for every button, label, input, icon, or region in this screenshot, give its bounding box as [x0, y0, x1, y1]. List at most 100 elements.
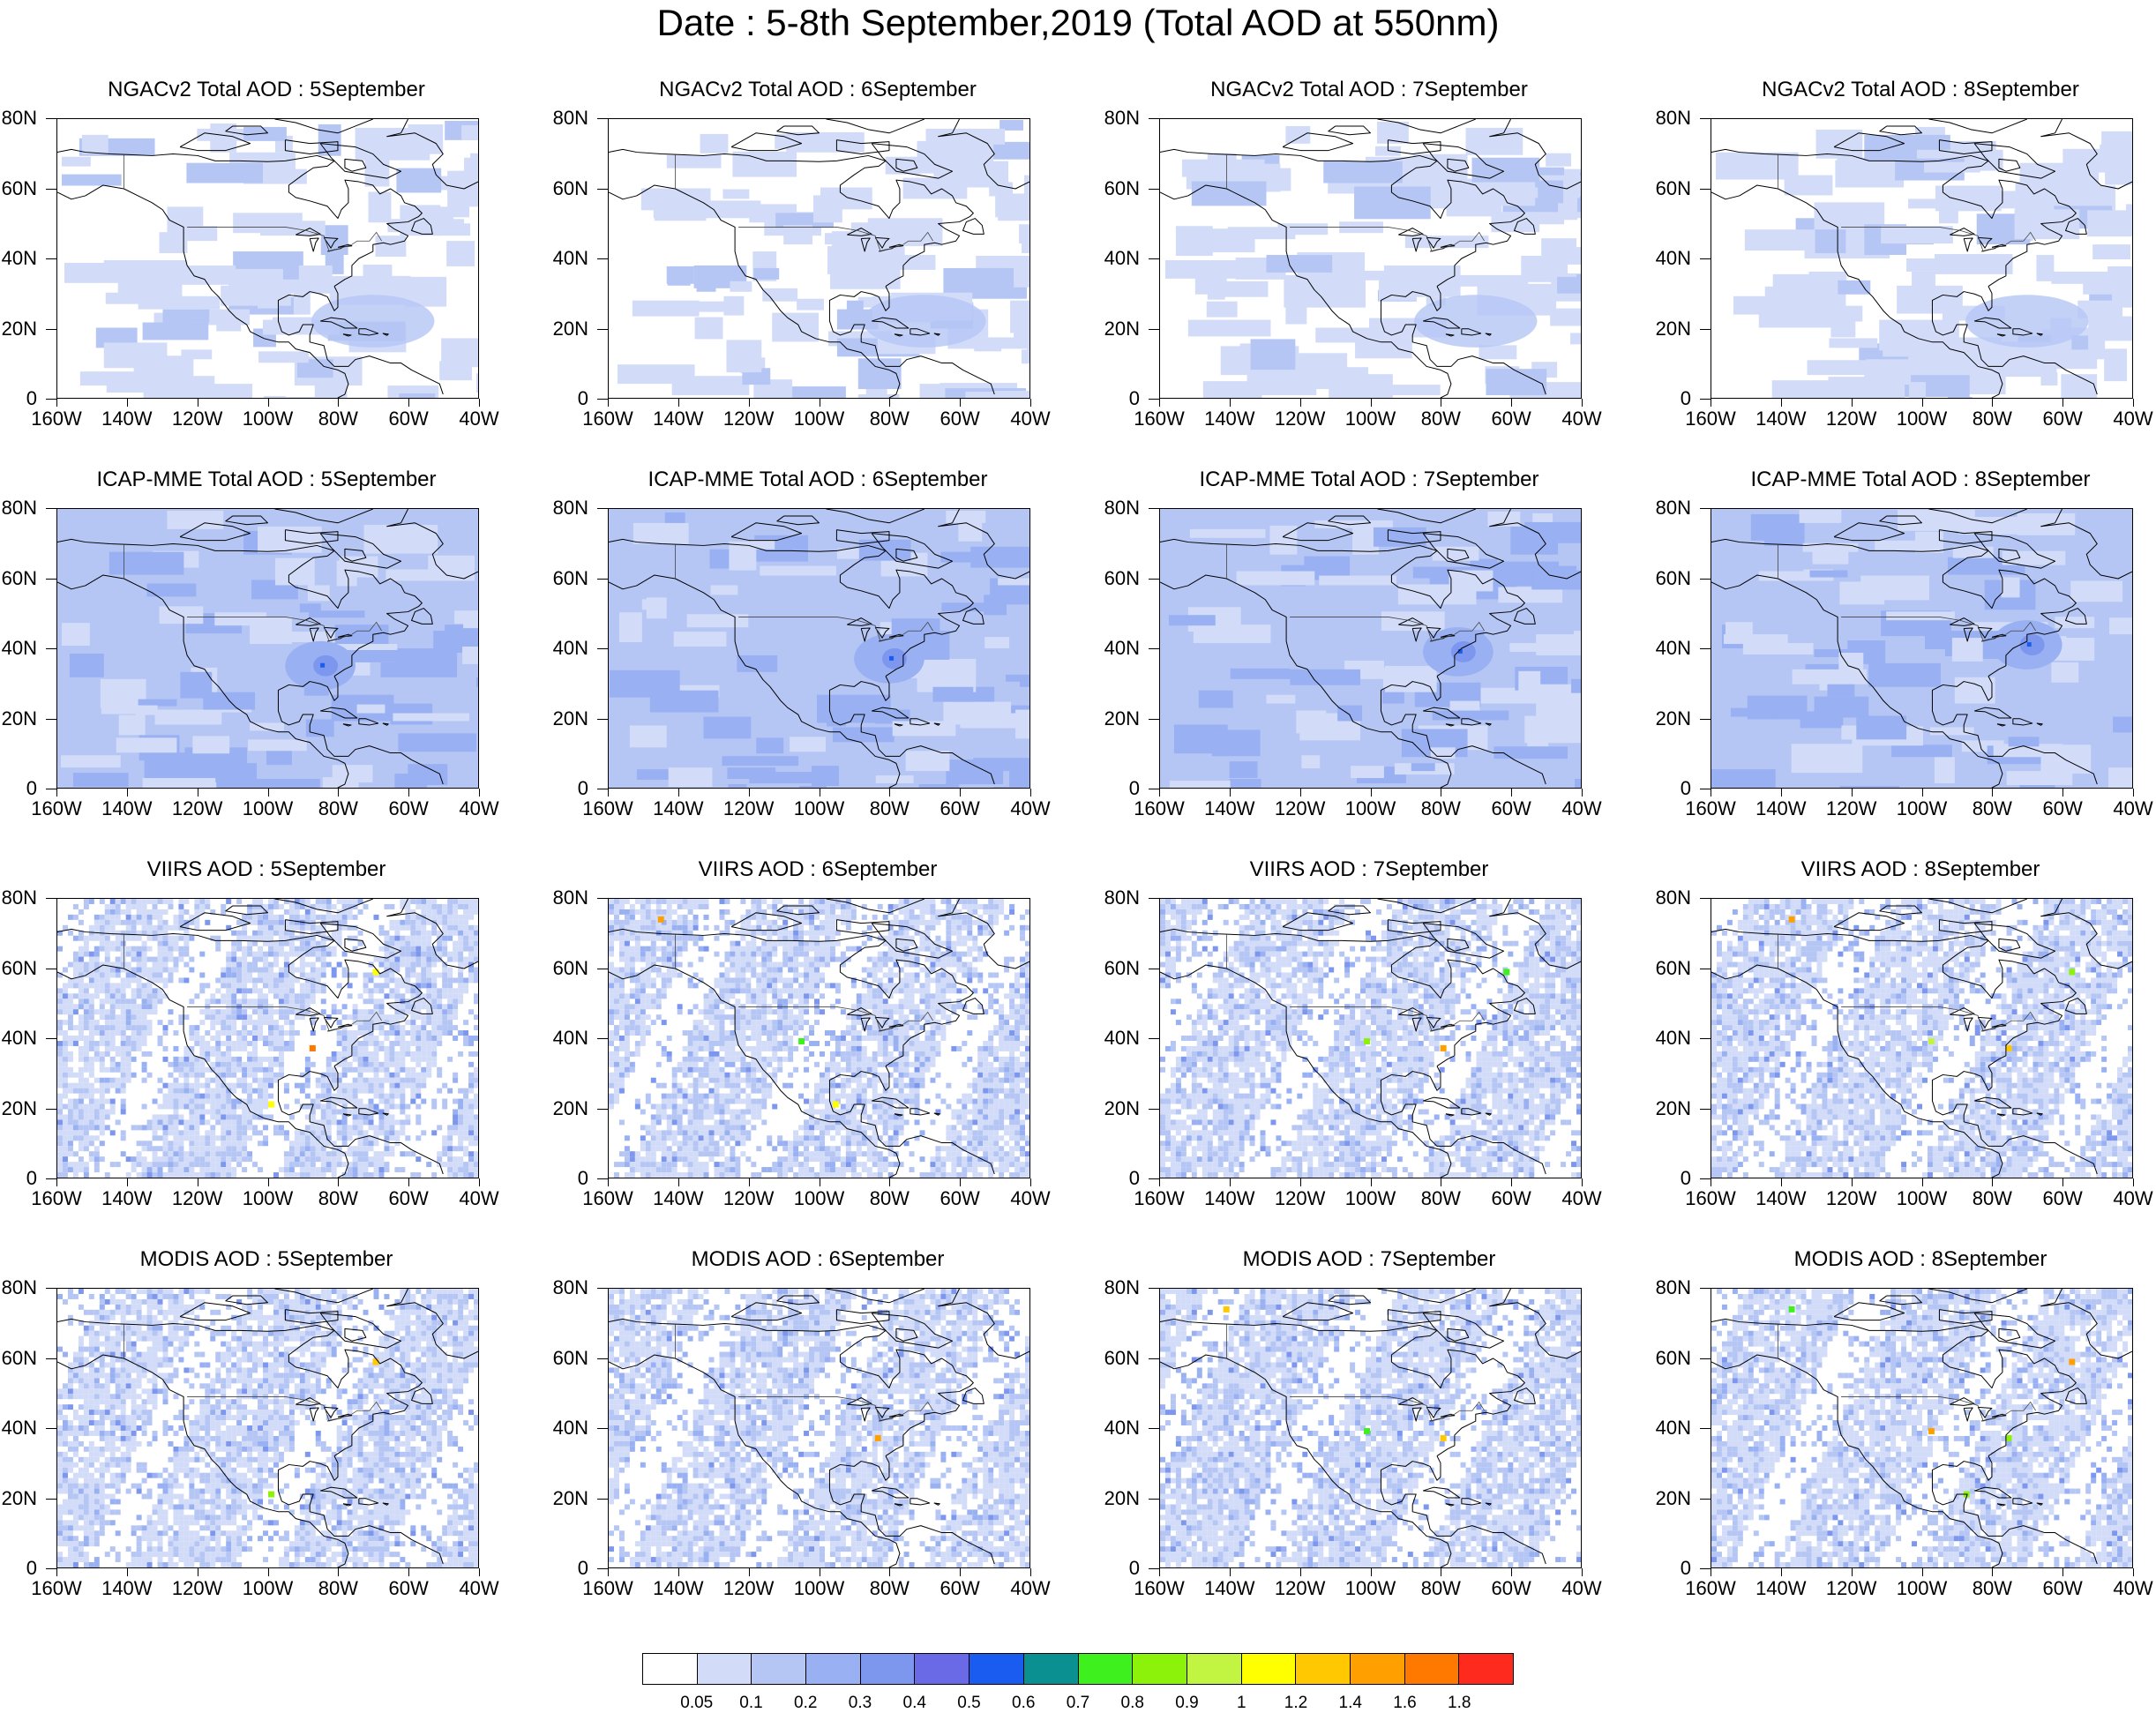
longitude-tick — [2062, 1178, 2063, 1186]
colorbar-label: 0.05 — [680, 1694, 713, 1713]
longitude-label: 120W — [1275, 408, 1325, 430]
latitude-tick — [1700, 118, 1711, 119]
longitude-tick — [749, 1568, 750, 1576]
longitude-label: 60W — [940, 408, 980, 430]
longitude-tick — [889, 789, 890, 797]
latitude-label: 60N — [1101, 957, 1140, 980]
latitude-tick — [597, 898, 608, 899]
colorbar-swatch — [1024, 1654, 1079, 1684]
latitude-tick — [597, 1499, 608, 1500]
panel-title: NGACv2 Total AOD : 6September — [580, 78, 1056, 102]
longitude-label: 80W — [318, 1187, 358, 1210]
longitude-label: 80W — [1973, 1187, 2012, 1210]
latitude-label: 20N — [550, 1097, 588, 1120]
longitude-label: 60W — [940, 797, 980, 820]
colorbar-swatch — [698, 1654, 752, 1684]
latitude-label: 20N — [1101, 707, 1140, 730]
latitude-tick — [597, 1288, 608, 1289]
longitude-label: 40W — [459, 1577, 498, 1600]
longitude-label: 160W — [31, 1187, 81, 1210]
longitude-label: 80W — [1421, 408, 1461, 430]
longitude-tick — [960, 1568, 961, 1576]
longitude-tick — [1922, 789, 1923, 797]
latitude-tick — [1149, 1109, 1159, 1110]
longitude-tick — [479, 789, 480, 797]
colorbar-label: 1.2 — [1284, 1694, 1307, 1713]
colorbar-swatch — [752, 1654, 806, 1684]
longitude-label: 60W — [2043, 1187, 2083, 1210]
longitude-label: 40W — [1010, 408, 1050, 430]
latitude-label: 80N — [1101, 886, 1140, 909]
latitude-tick — [1700, 1038, 1711, 1039]
aod-map — [608, 508, 1030, 789]
longitude-label: 40W — [1010, 1577, 1050, 1600]
latitude-label: 40N — [1652, 247, 1691, 270]
longitude-label: 60W — [389, 1577, 429, 1600]
longitude-label: 140W — [101, 1577, 152, 1600]
latitude-label: 80N — [1101, 107, 1140, 130]
longitude-tick — [56, 789, 57, 797]
longitude-tick — [1300, 1178, 1301, 1186]
longitude-tick — [960, 1178, 961, 1186]
longitude-tick — [1371, 1568, 1372, 1576]
latitude-label: 40N — [1652, 1027, 1691, 1050]
longitude-label: 100W — [794, 1577, 844, 1600]
aod-field — [609, 509, 1029, 788]
longitude-tick — [1030, 399, 1031, 407]
aod-map — [1711, 898, 2133, 1178]
latitude-label: 60N — [1652, 177, 1691, 200]
latitude-tick — [1149, 329, 1159, 330]
longitude-label: 40W — [2113, 1187, 2152, 1210]
aod-field — [1711, 1289, 2132, 1567]
longitude-tick — [1159, 1178, 1160, 1186]
colorbar-swatch — [861, 1654, 916, 1684]
latitude-tick — [597, 329, 608, 330]
colorbar-label: 0.4 — [903, 1694, 926, 1713]
latitude-tick — [46, 648, 56, 649]
longitude-label: 140W — [653, 1187, 703, 1210]
latitude-label: 60N — [550, 567, 588, 590]
longitude-label: 100W — [243, 1577, 293, 1600]
longitude-label: 40W — [459, 797, 498, 820]
aod-map — [1711, 118, 2133, 399]
aod-map — [56, 508, 479, 789]
latitude-label: 20N — [1101, 1097, 1140, 1120]
latitude-label: 80N — [1652, 497, 1691, 520]
latitude-label: 20N — [0, 318, 37, 340]
latitude-tick — [46, 1288, 56, 1289]
longitude-tick — [1992, 399, 1993, 407]
panel-title: ICAP-MME Total AOD : 6September — [580, 468, 1056, 492]
latitude-label: 20N — [550, 318, 588, 340]
latitude-tick — [597, 118, 608, 119]
figure-title: Date : 5-8th September,2019 (Total AOD a… — [0, 2, 2156, 44]
longitude-label: 140W — [1755, 1187, 1806, 1210]
latitude-label: 40N — [550, 637, 588, 660]
latitude-tick — [1149, 399, 1159, 400]
longitude-tick — [749, 1178, 750, 1186]
longitude-label: 100W — [794, 408, 844, 430]
longitude-label: 40W — [1561, 1577, 1601, 1600]
longitude-tick — [2062, 399, 2063, 407]
latitude-tick — [1700, 399, 1711, 400]
longitude-tick — [1159, 1568, 1160, 1576]
longitude-tick — [2133, 399, 2134, 407]
longitude-label: 120W — [1275, 1187, 1325, 1210]
longitude-label: 120W — [172, 1187, 222, 1210]
latitude-tick — [1149, 1038, 1159, 1039]
longitude-label: 100W — [1897, 1187, 1947, 1210]
aod-field — [1160, 119, 1581, 398]
latitude-label: 40N — [550, 1417, 588, 1440]
latitude-tick — [46, 399, 56, 400]
longitude-label: 40W — [459, 1187, 498, 1210]
aod-map — [56, 1288, 479, 1568]
longitude-label: 160W — [1134, 1187, 1184, 1210]
longitude-label: 80W — [1973, 408, 2012, 430]
longitude-tick — [1300, 1568, 1301, 1576]
latitude-label: 60N — [550, 1347, 588, 1370]
